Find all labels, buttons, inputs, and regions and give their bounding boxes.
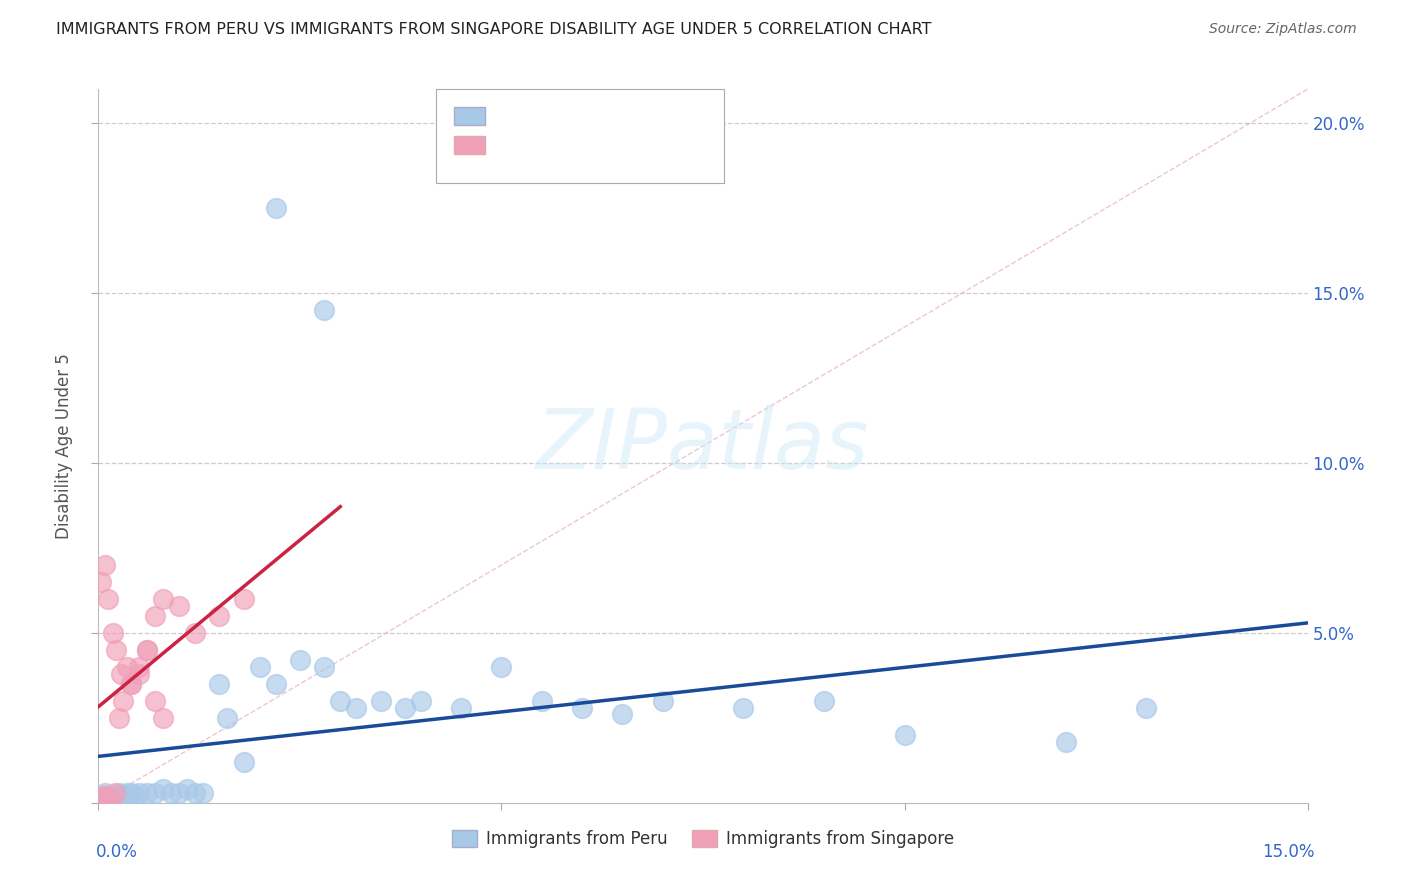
Point [288, 653, 311, 667]
Point [97, 792, 120, 806]
Point [167, 599, 190, 613]
Text: 28: 28 [617, 137, 640, 152]
Point [264, 677, 287, 691]
Point [105, 643, 128, 657]
Point [97, 591, 120, 606]
Point [103, 789, 125, 803]
Text: ZIPatlas: ZIPatlas [536, 406, 870, 486]
Point [103, 789, 125, 803]
Point [733, 700, 755, 714]
Point [249, 660, 271, 674]
Point [193, 786, 215, 800]
Point [176, 782, 198, 797]
Point [94, 786, 117, 800]
Point [91, 792, 114, 806]
Point [184, 626, 207, 640]
Point [143, 608, 166, 623]
Point [217, 711, 239, 725]
Point [111, 694, 134, 708]
Point [314, 303, 336, 318]
Point [135, 643, 157, 657]
Text: 0.450: 0.450 [527, 137, 578, 152]
Point [120, 677, 142, 691]
Point [571, 700, 593, 714]
Point [124, 789, 146, 803]
Point [152, 591, 174, 606]
Point [90, 792, 112, 806]
Point [115, 660, 138, 674]
Point [91, 792, 114, 806]
Point [208, 608, 231, 623]
Point [530, 694, 553, 708]
Text: IMMIGRANTS FROM PERU VS IMMIGRANTS FROM SINGAPORE DISABILITY AGE UNDER 5 CORRELA: IMMIGRANTS FROM PERU VS IMMIGRANTS FROM … [56, 22, 932, 37]
Point [651, 694, 673, 708]
Point [115, 786, 138, 800]
Point [111, 789, 134, 803]
Point [232, 755, 254, 769]
Point [143, 786, 166, 800]
Point [152, 782, 174, 797]
Point [94, 558, 117, 572]
Point [103, 786, 125, 800]
Point [101, 626, 124, 640]
Legend: Immigrants from Peru, Immigrants from Singapore: Immigrants from Peru, Immigrants from Si… [446, 823, 960, 855]
Point [89, 792, 111, 806]
Point [152, 711, 174, 725]
Point [135, 786, 157, 800]
Text: N =: N = [583, 137, 620, 152]
Point [1054, 734, 1077, 748]
Point [370, 694, 392, 708]
Point [120, 786, 142, 800]
Point [107, 786, 129, 800]
Point [94, 789, 117, 803]
Text: N =: N = [583, 108, 620, 122]
Text: 15.0%: 15.0% [1263, 843, 1315, 861]
Text: 0.129: 0.129 [527, 108, 578, 122]
Point [110, 666, 132, 681]
Point [90, 574, 112, 589]
Point [101, 789, 124, 803]
Point [128, 666, 150, 681]
Point [96, 789, 118, 803]
Point [893, 728, 915, 742]
Point [160, 786, 183, 800]
Text: R =: R = [491, 137, 526, 152]
Point [329, 694, 352, 708]
Point [128, 660, 150, 674]
Point [96, 789, 118, 803]
Point [184, 786, 207, 800]
Point [100, 792, 122, 806]
Point [91, 789, 114, 803]
Point [111, 789, 134, 803]
Point [394, 700, 416, 714]
Point [107, 711, 129, 725]
Point [100, 792, 122, 806]
Point [208, 677, 231, 691]
Text: Source: ZipAtlas.com: Source: ZipAtlas.com [1209, 22, 1357, 37]
Point [314, 660, 336, 674]
Point [143, 694, 166, 708]
Point [100, 792, 122, 806]
Point [491, 660, 513, 674]
Point [232, 591, 254, 606]
Point [813, 694, 835, 708]
Point [409, 694, 432, 708]
Point [128, 786, 150, 800]
Text: 0.0%: 0.0% [96, 843, 138, 861]
Point [264, 201, 287, 215]
Point [344, 700, 367, 714]
Text: R =: R = [491, 108, 526, 122]
Y-axis label: Disability Age Under 5: Disability Age Under 5 [55, 353, 73, 539]
Point [1135, 700, 1157, 714]
Point [120, 677, 142, 691]
Point [450, 700, 472, 714]
Point [135, 643, 157, 657]
Point [167, 786, 190, 800]
Point [612, 707, 634, 722]
Text: 52: 52 [617, 108, 640, 122]
